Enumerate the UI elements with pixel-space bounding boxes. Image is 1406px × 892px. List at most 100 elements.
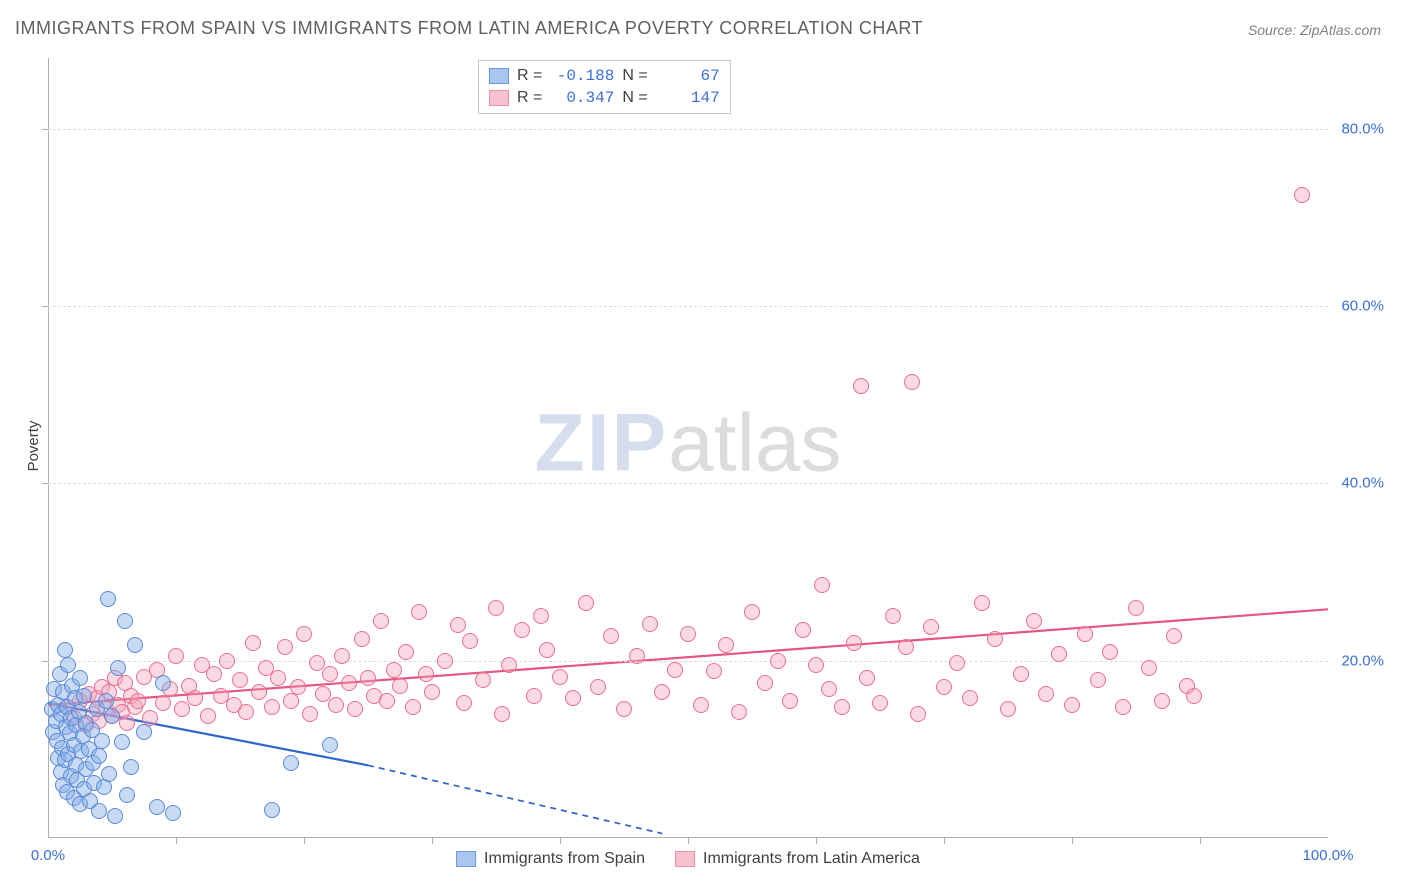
data-point-latam [1141, 660, 1157, 676]
data-point-latam [667, 662, 683, 678]
data-point-latam [1038, 686, 1054, 702]
data-point-latam [616, 701, 632, 717]
data-point-latam [808, 657, 824, 673]
data-point-latam [290, 679, 306, 695]
regression-latam [48, 609, 1328, 705]
data-point-spain [114, 734, 130, 750]
data-point-latam [782, 693, 798, 709]
data-point-latam [1154, 693, 1170, 709]
gridline [48, 483, 1328, 484]
data-point-latam [264, 699, 280, 715]
legend-r-value: 0.347 [550, 87, 614, 109]
y-tick-label: 80.0% [1341, 120, 1384, 137]
gridline [48, 306, 1328, 307]
x-tick-mark [944, 838, 945, 844]
legend-swatch [675, 851, 695, 867]
data-point-latam [302, 706, 318, 722]
data-point-latam [360, 670, 376, 686]
data-point-latam [450, 617, 466, 633]
legend-r-label: R = [517, 65, 542, 87]
data-point-latam [328, 697, 344, 713]
y-tick-mark [42, 306, 48, 307]
data-point-latam [251, 684, 267, 700]
data-point-spain [101, 766, 117, 782]
data-point-spain [136, 724, 152, 740]
data-point-latam [987, 631, 1003, 647]
data-point-latam [904, 374, 920, 390]
data-point-spain [264, 802, 280, 818]
data-point-latam [898, 639, 914, 655]
data-point-latam [155, 695, 171, 711]
data-point-latam [334, 648, 350, 664]
data-point-latam [354, 631, 370, 647]
data-point-latam [1102, 644, 1118, 660]
plot-area: ZIPatlas R =-0.188N = 67R = 0.347N =147 … [48, 58, 1328, 838]
data-point-latam [245, 635, 261, 651]
data-point-latam [629, 648, 645, 664]
data-point-latam [347, 701, 363, 717]
x-tick-mark [1072, 838, 1073, 844]
data-point-latam [744, 604, 760, 620]
data-point-spain [107, 808, 123, 824]
legend-series: Immigrants from Spain Immigrants from Lat… [456, 850, 920, 868]
data-point-latam [200, 708, 216, 724]
data-point-spain [94, 733, 110, 749]
x-tick-label: 0.0% [31, 847, 65, 864]
data-point-spain [98, 693, 114, 709]
data-point-latam [238, 704, 254, 720]
x-tick-label: 100.0% [1303, 847, 1354, 864]
data-point-latam [514, 622, 530, 638]
data-point-latam [1186, 688, 1202, 704]
legend-stat-row: R =-0.188N = 67 [489, 65, 720, 87]
data-point-latam [731, 704, 747, 720]
legend-stats: R =-0.188N = 67R = 0.347 N = 147 [478, 60, 731, 114]
data-point-latam [296, 626, 312, 642]
x-tick-mark [432, 838, 433, 844]
data-point-spain [155, 675, 171, 691]
y-tick-label: 40.0% [1341, 475, 1384, 492]
data-point-latam [488, 600, 504, 616]
data-point-spain [57, 642, 73, 658]
y-tick-mark [42, 129, 48, 130]
data-point-latam [680, 626, 696, 642]
data-point-latam [130, 693, 146, 709]
data-point-latam [1166, 628, 1182, 644]
data-point-latam [923, 619, 939, 635]
data-point-spain [123, 759, 139, 775]
x-tick-mark [816, 838, 817, 844]
data-point-spain [119, 787, 135, 803]
data-point-latam [859, 670, 875, 686]
legend-swatch [489, 90, 509, 106]
chart-title: IMMIGRANTS FROM SPAIN VS IMMIGRANTS FROM… [15, 18, 923, 39]
legend-series-label: Immigrants from Spain [484, 850, 645, 868]
data-point-latam [853, 378, 869, 394]
data-point-latam [277, 639, 293, 655]
data-point-latam [1090, 672, 1106, 688]
legend-series-label: Immigrants from Latin America [703, 850, 920, 868]
legend-n-label: N = [622, 87, 647, 109]
data-point-latam [603, 628, 619, 644]
x-tick-mark [560, 838, 561, 844]
data-point-latam [526, 688, 542, 704]
legend-n-value: 147 [656, 87, 720, 109]
data-point-latam [1013, 666, 1029, 682]
data-point-latam [1064, 697, 1080, 713]
data-point-latam [341, 675, 357, 691]
data-point-latam [539, 642, 555, 658]
data-point-latam [187, 690, 203, 706]
data-point-spain [127, 637, 143, 653]
gridline [48, 661, 1328, 662]
data-point-latam [1026, 613, 1042, 629]
data-point-latam [392, 678, 408, 694]
data-point-latam [533, 608, 549, 624]
data-point-latam [174, 701, 190, 717]
data-point-spain [60, 657, 76, 673]
watermark: ZIPatlas [535, 396, 842, 490]
y-tick-label: 60.0% [1341, 298, 1384, 315]
data-point-spain [322, 737, 338, 753]
data-point-latam [1077, 626, 1093, 642]
legend-n-label: N = [622, 65, 647, 87]
data-point-latam [795, 622, 811, 638]
data-point-latam [1000, 701, 1016, 717]
y-tick-mark [42, 661, 48, 662]
